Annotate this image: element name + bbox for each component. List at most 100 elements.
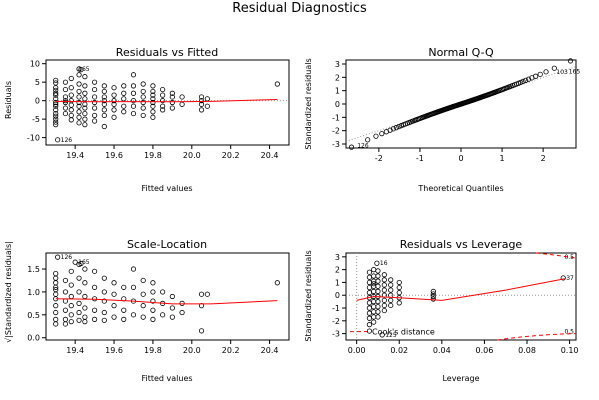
data-point <box>121 316 127 322</box>
data-point <box>82 122 88 128</box>
data-point <box>62 86 69 93</box>
x-axis-label: Leverage <box>442 374 479 383</box>
plot-title: Residuals vs Leverage <box>400 238 523 251</box>
data-point <box>375 268 381 274</box>
data-point <box>388 302 394 309</box>
y-tick-label: 0 <box>335 100 340 109</box>
data-point <box>82 293 88 300</box>
data-point <box>68 117 74 123</box>
data-point <box>130 312 137 318</box>
data-point <box>53 280 59 286</box>
x-tick-label: 0.06 <box>476 346 494 355</box>
y-tick-label: 5 <box>35 78 40 87</box>
data-point <box>396 300 402 306</box>
x-tick-label: -1 <box>416 154 424 163</box>
data-point <box>160 312 166 318</box>
y-tick-label: 0 <box>335 291 340 300</box>
data-point <box>520 78 526 85</box>
y-tick-label: -1 <box>332 304 340 313</box>
data-point <box>366 290 373 296</box>
data-point <box>111 291 117 297</box>
data-point <box>150 316 156 322</box>
smooth-line <box>55 99 278 103</box>
data-point <box>366 279 373 286</box>
data-point <box>121 103 127 109</box>
x-tick-label: 19.8 <box>144 151 162 160</box>
data-point <box>150 109 156 115</box>
data-point <box>62 298 69 304</box>
y-tick-label: 10 <box>30 60 40 69</box>
data-point <box>53 113 59 119</box>
data-point <box>179 309 185 316</box>
data-point <box>76 300 82 306</box>
y-tick-label: 3 <box>335 60 340 69</box>
data-point <box>92 99 98 106</box>
plot-normal-qq: Normal Q-Q Theoretical Quantiles Standar… <box>304 46 580 193</box>
data-point <box>78 260 84 267</box>
cook-distance-upper <box>535 252 577 259</box>
data-point <box>101 309 107 316</box>
cook-level-label: 0.5 <box>564 254 574 261</box>
data-point <box>140 291 146 297</box>
plot-title: Normal Q-Q <box>428 46 494 59</box>
x-axis-label: Fitted values <box>141 184 192 193</box>
y-tick-label: 1 <box>335 87 340 96</box>
x-tick-label: 20.2 <box>222 151 240 160</box>
legend-label: Cook's distance <box>372 328 435 337</box>
x-tick-label: 2 <box>541 154 546 163</box>
data-point <box>76 120 82 126</box>
data-point <box>430 293 436 300</box>
data-point <box>169 305 175 311</box>
data-point <box>53 316 59 322</box>
data-point <box>53 284 59 290</box>
data-point <box>179 101 185 107</box>
data-point <box>53 303 59 309</box>
data-point <box>567 58 574 64</box>
data-point <box>130 72 137 78</box>
data-point <box>111 92 117 98</box>
point-label: 126 <box>61 254 73 261</box>
point-label: 16 <box>380 260 388 267</box>
data-point <box>53 90 59 96</box>
data-point <box>371 309 377 315</box>
data-point <box>198 291 205 297</box>
data-point <box>396 123 402 130</box>
data-point <box>393 125 399 131</box>
data-point <box>366 274 373 280</box>
y-tick-label: 3 <box>335 253 340 262</box>
y-tick-label: 1.0 <box>27 288 40 297</box>
data-point <box>169 90 175 96</box>
data-point <box>121 83 127 89</box>
x-axis-label: Theoretical Quantiles <box>417 184 503 193</box>
plot-title: Scale-Location <box>127 238 207 251</box>
data-point <box>204 96 210 102</box>
point-label: 165 <box>569 68 581 75</box>
data-point <box>160 92 166 98</box>
y-tick-label: -5 <box>32 115 40 124</box>
data-point <box>518 79 524 85</box>
data-point <box>68 303 74 309</box>
data-point <box>68 293 74 300</box>
x-tick-label: 20.2 <box>222 346 240 355</box>
data-point <box>62 277 69 284</box>
data-point <box>150 96 156 102</box>
x-tick-label: 19.8 <box>144 346 162 355</box>
data-point <box>388 292 394 298</box>
point-label: 126 <box>61 137 73 144</box>
data-point <box>543 69 549 75</box>
data-point <box>169 94 175 100</box>
data-point <box>198 328 205 334</box>
data-point <box>140 99 146 106</box>
data-point <box>130 284 137 290</box>
data-point <box>111 303 117 309</box>
data-point <box>140 303 146 309</box>
data-point <box>379 332 385 338</box>
data-point <box>53 119 59 125</box>
x-tick-label: 20.4 <box>261 151 279 160</box>
data-point <box>388 277 394 283</box>
data-point <box>62 98 69 104</box>
data-point <box>62 79 69 85</box>
data-point <box>130 110 137 117</box>
data-point <box>92 284 98 290</box>
data-point <box>92 94 98 100</box>
